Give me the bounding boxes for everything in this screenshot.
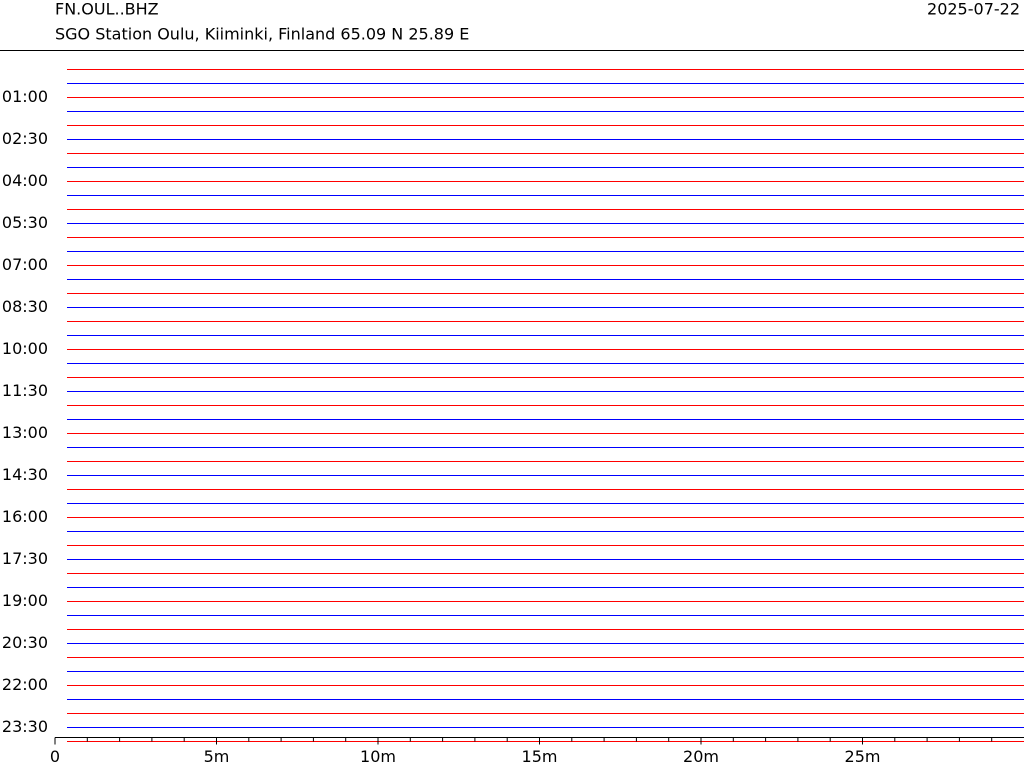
y-tick-label: 22:00 — [2, 675, 48, 694]
y-tick-label: 19:00 — [2, 591, 48, 610]
x-tick-label: 0 — [50, 747, 60, 766]
y-tick-label: 08:30 — [2, 297, 48, 316]
y-tick-label: 11:30 — [2, 381, 48, 400]
y-tick-label: 16:00 — [2, 507, 48, 526]
x-tick-label: 20m — [683, 747, 719, 766]
y-tick-label: 13:00 — [2, 423, 48, 442]
y-tick-label: 20:30 — [2, 633, 48, 652]
y-tick-label: 04:00 — [2, 171, 48, 190]
y-tick-label: 17:30 — [2, 549, 48, 568]
y-tick-label: 01:00 — [2, 87, 48, 106]
y-tick-label: 02:30 — [2, 129, 48, 148]
chart-date: 2025-07-22 — [927, 0, 1020, 19]
chart-subtitle: SGO Station Oulu, Kiiminki, Finland 65.0… — [55, 25, 469, 44]
y-tick-label: 05:30 — [2, 213, 48, 232]
y-tick-label: 14:30 — [2, 465, 48, 484]
chart-title: FN.OUL..BHZ — [55, 0, 159, 19]
y-tick-label: 07:00 — [2, 255, 48, 274]
y-tick-label: 10:00 — [2, 339, 48, 358]
x-tick-label: 15m — [522, 747, 558, 766]
x-tick-label: 5m — [204, 747, 230, 766]
x-tick-label: 25m — [845, 747, 881, 766]
x-tick-label: 10m — [360, 747, 396, 766]
y-tick-label: 23:30 — [2, 717, 48, 736]
